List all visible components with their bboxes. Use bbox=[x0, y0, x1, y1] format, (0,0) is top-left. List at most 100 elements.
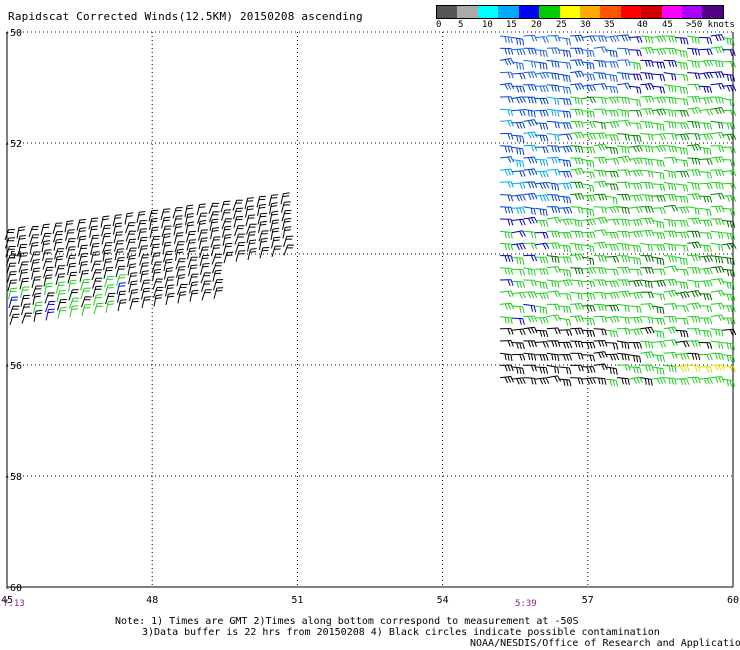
wind-barb bbox=[652, 366, 665, 375]
wind-barb bbox=[511, 146, 525, 156]
wind-barb bbox=[698, 97, 713, 104]
wind-barb bbox=[722, 281, 735, 290]
wind-barb bbox=[558, 232, 573, 239]
wind-barb bbox=[663, 84, 677, 93]
wind-barb bbox=[687, 143, 702, 152]
wind-barb bbox=[616, 328, 631, 335]
wind-barb bbox=[558, 145, 573, 153]
wind-barb bbox=[675, 220, 689, 228]
wind-barb bbox=[165, 292, 175, 306]
wind-barb bbox=[9, 313, 20, 326]
wind-barb bbox=[698, 353, 713, 361]
wind-barb bbox=[257, 203, 266, 216]
wind-barb bbox=[172, 207, 183, 219]
wind-barb bbox=[245, 205, 255, 218]
wind-barb bbox=[570, 34, 585, 42]
wind-barb bbox=[722, 328, 737, 336]
wind-barb bbox=[259, 247, 270, 259]
wind-barb bbox=[31, 267, 41, 280]
wind-barb bbox=[175, 248, 184, 261]
time-label-right: 5:39 bbox=[515, 599, 537, 609]
wind-barb bbox=[201, 289, 212, 301]
wind-barb bbox=[581, 329, 596, 337]
wind-barb bbox=[546, 133, 560, 142]
wind-barb bbox=[616, 119, 631, 127]
wind-barb bbox=[710, 364, 725, 371]
wind-barb bbox=[605, 231, 619, 239]
wind-barb bbox=[546, 72, 560, 80]
wind-barb bbox=[233, 207, 243, 220]
wind-barb bbox=[92, 285, 103, 298]
wind-barb bbox=[174, 232, 184, 244]
wind-barb bbox=[499, 108, 514, 117]
wind-barb bbox=[698, 182, 713, 190]
wind-barb bbox=[88, 217, 99, 230]
wind-barb bbox=[511, 230, 526, 238]
wind-barb bbox=[570, 108, 584, 116]
wind-barb bbox=[246, 223, 257, 235]
wind-barb bbox=[675, 329, 689, 338]
wind-barb bbox=[127, 254, 136, 268]
wind-barb bbox=[198, 237, 208, 250]
note-line-1: Note: 1) Times are GMT 2)Times along bot… bbox=[115, 616, 579, 627]
wind-barb bbox=[222, 234, 232, 247]
wind-barb bbox=[640, 157, 653, 166]
wind-barb bbox=[593, 35, 608, 43]
wind-barb bbox=[663, 364, 677, 373]
wind-barb bbox=[511, 366, 525, 375]
wind-barb bbox=[9, 305, 20, 317]
wind-barb bbox=[499, 156, 515, 163]
wind-barb bbox=[511, 377, 526, 385]
wind-barb bbox=[675, 352, 690, 360]
wind-barb bbox=[640, 108, 655, 115]
wind-barb bbox=[186, 239, 197, 251]
wind-barb bbox=[546, 230, 561, 238]
wind-barb bbox=[523, 84, 537, 91]
wind-barb bbox=[222, 225, 232, 238]
wind-barb bbox=[152, 268, 162, 281]
wind-barb bbox=[499, 328, 514, 335]
wind-barb bbox=[280, 192, 290, 205]
wind-barb bbox=[698, 171, 713, 179]
wind-barb bbox=[675, 61, 689, 70]
legend-tick-label: >50 knots bbox=[686, 20, 735, 30]
wind-barb bbox=[722, 182, 737, 190]
wind-barb bbox=[687, 120, 701, 129]
wind-barb bbox=[20, 294, 30, 307]
wind-barb bbox=[499, 267, 514, 275]
wind-barb bbox=[151, 261, 162, 273]
wind-barb bbox=[593, 241, 608, 249]
wind-barb bbox=[114, 240, 124, 252]
wind-swath-east bbox=[499, 34, 737, 387]
wind-barb bbox=[535, 182, 550, 190]
wind-barb bbox=[593, 363, 608, 371]
wind-barb bbox=[581, 73, 596, 81]
wind-barb bbox=[698, 244, 712, 253]
wind-barb bbox=[220, 200, 231, 213]
wind-barb bbox=[282, 218, 292, 230]
wind-barb bbox=[57, 306, 67, 319]
wind-barb bbox=[640, 340, 654, 349]
wind-barb bbox=[54, 255, 64, 268]
wind-barb bbox=[698, 366, 713, 373]
legend-tick-label: 5 bbox=[458, 20, 464, 30]
wind-barb bbox=[581, 231, 596, 239]
wind-barb bbox=[698, 122, 713, 130]
wind-barb bbox=[581, 110, 595, 118]
lon-tick-label: 51 bbox=[291, 595, 303, 606]
wind-barb bbox=[546, 266, 561, 273]
wind-barb bbox=[31, 276, 42, 289]
wind-barb bbox=[535, 36, 549, 43]
wind-barb bbox=[139, 254, 150, 266]
wind-barb bbox=[663, 133, 678, 140]
wind-barb bbox=[211, 244, 221, 257]
wind-barb bbox=[535, 49, 548, 58]
wind-barb bbox=[499, 145, 514, 153]
wind-barb bbox=[269, 202, 278, 215]
wind-barb bbox=[523, 181, 538, 189]
wind-barb bbox=[149, 226, 159, 239]
wind-barb bbox=[546, 181, 560, 191]
wind-barb bbox=[675, 364, 690, 373]
wind-barb bbox=[675, 206, 690, 214]
wind-barb bbox=[104, 284, 115, 296]
